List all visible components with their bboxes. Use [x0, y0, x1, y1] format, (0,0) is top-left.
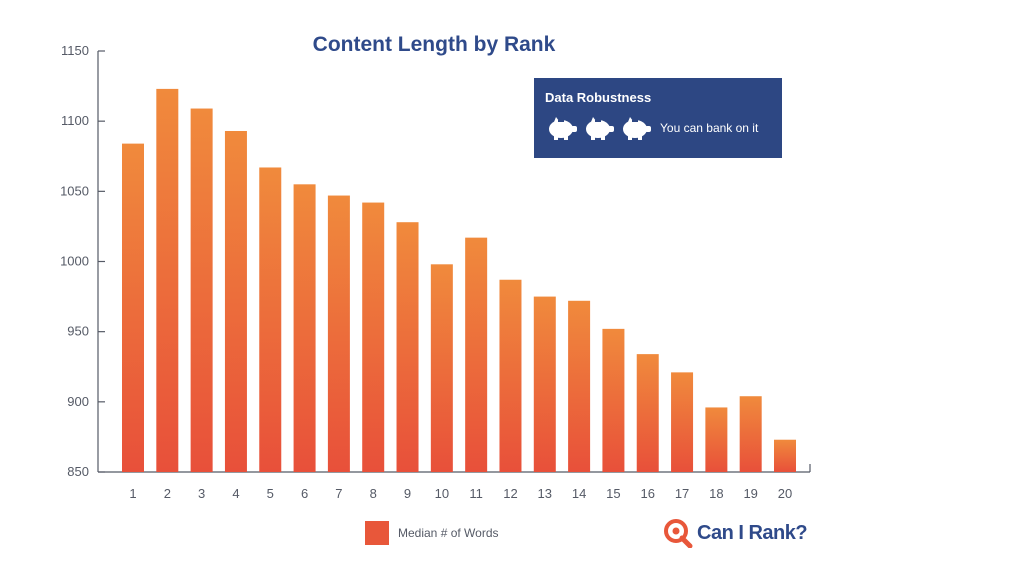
x-tick-label: 16	[641, 486, 655, 501]
magnifier-logo-icon	[664, 519, 693, 548]
x-tick-label: 20	[778, 486, 792, 501]
bar-rank-6	[293, 184, 316, 473]
x-tick-label: 12	[503, 486, 517, 501]
bar-rank-18	[705, 407, 728, 472]
y-axis: 850 900 950 1000 1050 1100 1150	[60, 43, 105, 479]
bar-rank-2	[156, 88, 179, 472]
badge-text: You can bank on it	[660, 121, 759, 135]
logo-question-mark: ?	[795, 521, 808, 544]
x-axis: 1 2 3 4 5 6 7 8 9 10 11 12 13 14 15 16 17 18 19 20	[98, 464, 811, 501]
bar-rank-20	[774, 439, 796, 472]
bar-rank-3	[190, 108, 213, 472]
x-tick-label: 1	[129, 486, 136, 501]
x-tick-label: 8	[370, 486, 377, 501]
bar-rank-4	[224, 130, 247, 473]
y-tick-label: 1000	[60, 254, 89, 269]
y-tick-label: 1100	[61, 113, 89, 128]
bar-rank-9	[396, 222, 419, 472]
y-tick-label: 900	[67, 394, 89, 409]
y-tick-label: 1050	[60, 183, 89, 198]
can-i-rank-logo: Can I Rank ?	[663, 518, 808, 548]
x-tick-label: 19	[743, 486, 757, 501]
data-robustness-badge: Data Robustness You can bank on it	[534, 78, 782, 158]
piggy-bank-icon	[623, 117, 651, 140]
bars	[122, 88, 796, 473]
x-tick-label: 13	[538, 486, 552, 501]
piggy-bank-icon	[586, 117, 614, 140]
x-tick-label: 18	[709, 486, 723, 501]
x-tick-label: 6	[301, 486, 308, 501]
x-tick-label: 14	[572, 486, 586, 501]
bar-rank-16	[636, 354, 659, 472]
bar-rank-12	[499, 279, 522, 472]
x-tick-label: 4	[232, 486, 239, 501]
x-tick-label: 9	[404, 486, 411, 501]
badge-row: You can bank on it	[545, 115, 771, 141]
badge-title: Data Robustness	[545, 90, 652, 105]
x-tick-label: 5	[267, 486, 274, 501]
x-tick-label: 2	[164, 486, 171, 501]
legend: Median # of Words	[365, 521, 499, 545]
bar-rank-15	[602, 328, 625, 472]
bar-rank-10	[430, 264, 453, 472]
bar-rank-14	[568, 300, 591, 472]
x-tick-label: 15	[606, 486, 620, 501]
bar-rank-1	[122, 143, 144, 472]
x-tick-label: 7	[335, 486, 342, 501]
chart-title: Content Length by Rank	[313, 33, 556, 56]
x-tick-label: 17	[675, 486, 689, 501]
bar-rank-11	[465, 237, 488, 472]
bar-rank-17	[671, 372, 694, 472]
legend-label: Median # of Words	[398, 526, 499, 540]
bar-rank-7	[327, 195, 350, 472]
legend-swatch	[365, 521, 389, 545]
bar-rank-5	[259, 167, 282, 472]
x-tick-label: 11	[469, 486, 483, 501]
y-tick-label: 1150	[61, 43, 89, 58]
bar-rank-19	[739, 396, 762, 472]
bar-rank-8	[362, 202, 385, 472]
x-tick-label: 3	[198, 486, 205, 501]
y-tick-label: 850	[67, 464, 89, 479]
piggy-bank-icon	[549, 117, 577, 140]
logo-text: Can I Rank	[697, 521, 796, 544]
y-tick-label: 950	[67, 324, 89, 339]
x-tick-label: 10	[435, 486, 449, 501]
bar-rank-13	[533, 296, 556, 472]
